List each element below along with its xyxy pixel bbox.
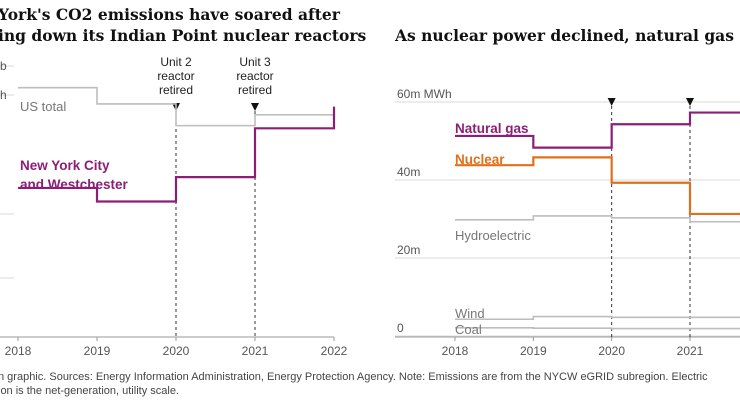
- right-y-tick-label: 0: [397, 321, 404, 335]
- reactor-annotation-marker: [251, 103, 259, 111]
- left-chart-title-line-2: ing down its Indian Point nuclear reacto…: [0, 26, 366, 45]
- reactor-annotation-text: reactor: [157, 69, 194, 83]
- nyc-westchester-label: and Westchester: [20, 177, 129, 192]
- reactor-annotation-text: Unit 2: [160, 55, 192, 69]
- us-total-label: US total: [20, 99, 66, 114]
- right-series-line-1: [455, 156, 740, 216]
- left-x-tick-label: 2021: [242, 344, 269, 358]
- right-y-tick-label: 20m: [397, 243, 420, 257]
- right-series-label: Hydroelectric: [455, 228, 531, 243]
- right-reactor-marker: [607, 98, 616, 106]
- right-series-line-0: [455, 111, 740, 149]
- right-chart-title: As nuclear power declined, natural gas e…: [394, 26, 740, 45]
- left-y-tick-label: b: [0, 59, 7, 73]
- right-series-label: Natural gas: [455, 121, 529, 136]
- right-series-line-4: [455, 327, 740, 330]
- left-x-tick-label: 2020: [163, 344, 190, 358]
- right-series-line-3: [455, 315, 740, 321]
- right-reactor-marker: [686, 98, 694, 106]
- left-x-tick-label: 2018: [5, 344, 32, 358]
- left-y-tick-label: h: [0, 88, 7, 102]
- reactor-annotation-text: reactor: [236, 69, 273, 83]
- left-series-line-0: [18, 86, 334, 127]
- right-x-tick-label: 2018: [442, 344, 469, 358]
- reactor-annotation-text: retired: [238, 83, 272, 97]
- right-x-tick-label: 2020: [598, 344, 625, 358]
- right-x-tick-label: 2019: [520, 344, 547, 358]
- source-note-line-1: n graphic. Sources: Energy Information A…: [0, 371, 708, 383]
- nyc-westchester-label: New York City: [20, 158, 110, 173]
- source-note-line-2: ion is the net-generation, utility scale…: [0, 385, 179, 397]
- right-series-line-2: [455, 215, 740, 223]
- right-x-tick-label: 2021: [677, 344, 704, 358]
- left-x-tick-label: 2019: [84, 344, 111, 358]
- left-series-line-1: [18, 106, 336, 203]
- reactor-annotation-text: retired: [159, 83, 193, 97]
- right-chart: 60m MWh 40m 20m 0 2018 2019 2020 2021 Natural ga…: [395, 87, 740, 358]
- right-series-label: Coal: [455, 322, 482, 337]
- left-x-tick-label: 2022: [321, 344, 348, 358]
- left-chart-title-line-1: York's CO2 emissions have soared after: [0, 5, 341, 24]
- reactor-annotation-text: Unit 3: [239, 55, 271, 69]
- right-y-tick-label: 40m: [397, 165, 420, 179]
- right-y-tick-label: 60m MWh: [397, 87, 452, 101]
- right-series-label: Nuclear: [455, 152, 505, 167]
- right-series-label: Wind: [455, 306, 485, 321]
